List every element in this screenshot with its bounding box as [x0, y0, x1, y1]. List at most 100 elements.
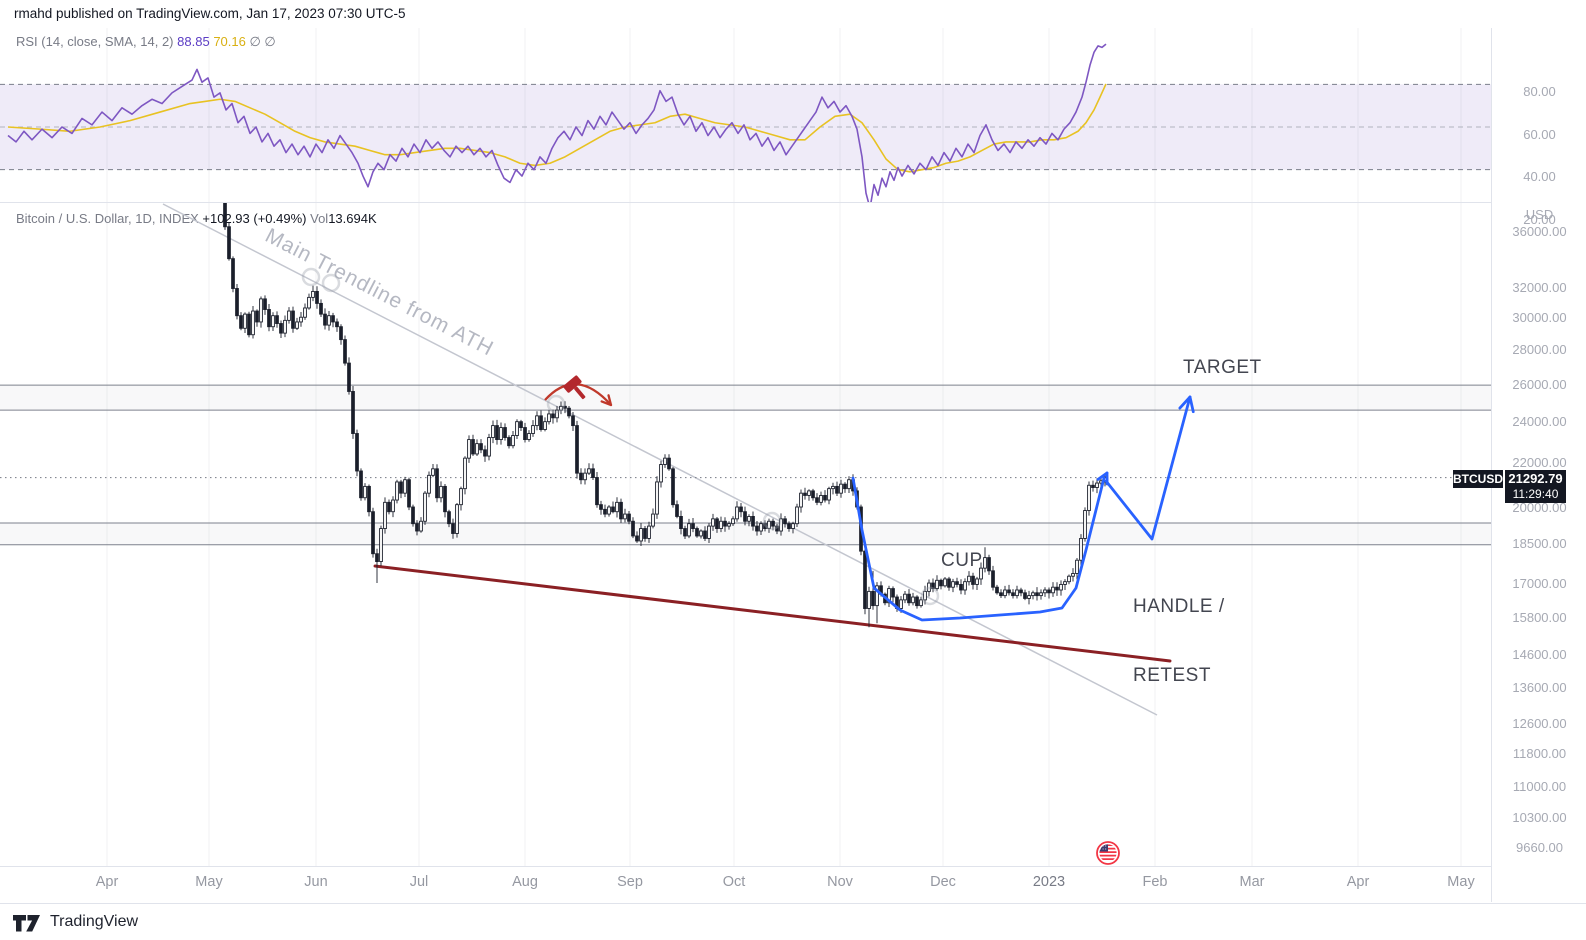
price-zone[interactable]: [0, 523, 1491, 545]
candle-body: [672, 469, 675, 505]
handle-annotation-line2: RETEST: [1133, 664, 1225, 687]
time-axis-label: Aug: [512, 874, 538, 890]
candle-body: [472, 440, 475, 454]
candle-body: [624, 514, 627, 519]
candle-body: [916, 597, 919, 606]
candle-body: [652, 514, 655, 526]
price-axis-tick: 13600.00: [1492, 680, 1586, 695]
support-trendline[interactable]: [375, 566, 1170, 661]
candle-body: [328, 316, 331, 325]
candle-body: [512, 436, 515, 446]
candle-body: [892, 589, 895, 597]
candle-body: [308, 297, 311, 308]
candle-body: [272, 316, 275, 327]
candle-body: [572, 416, 575, 426]
time-axis-label: Nov: [827, 874, 853, 890]
candle-body: [1084, 511, 1087, 539]
price-zone[interactable]: [0, 385, 1491, 410]
rsi-axis-tick: 60.00: [1492, 127, 1586, 142]
price-axis-tick: 17000.00: [1492, 576, 1586, 591]
candle-body: [716, 519, 719, 529]
candle-body: [412, 507, 415, 524]
candle-body: [260, 299, 263, 322]
candle-body: [724, 521, 727, 526]
candle-body: [484, 450, 487, 456]
candle-body: [1028, 596, 1031, 599]
price-chart-pane[interactable]: [0, 203, 1491, 866]
rsi-pane[interactable]: [0, 28, 1491, 203]
price-axis-tick: 30000.00: [1492, 310, 1586, 325]
candle-body: [460, 489, 463, 505]
candle-body: [1036, 593, 1039, 596]
candle-body: [288, 311, 291, 320]
tradingview-logo-icon[interactable]: [12, 910, 42, 934]
candle-body: [596, 478, 599, 505]
candle-body: [588, 469, 591, 473]
candle-body: [1004, 590, 1007, 596]
time-axis-label: Mar: [1240, 874, 1265, 890]
ath-trendline[interactable]: [163, 204, 1157, 715]
candle-body: [1024, 593, 1027, 599]
candle-body: [784, 519, 787, 524]
price-axis-tick: 11800.00: [1492, 746, 1586, 761]
price-axis-tick: 11000.00: [1492, 779, 1586, 794]
time-axis-separator: [0, 866, 1491, 867]
candle-body: [844, 484, 847, 488]
candle-body: [1068, 576, 1071, 581]
candle-body: [492, 426, 495, 438]
rsi-axis-tick: 40.00: [1492, 169, 1586, 184]
candle-body: [420, 521, 423, 531]
candle-body: [292, 311, 295, 328]
candle-body: [956, 582, 959, 585]
candle-body: [324, 314, 327, 325]
candle-body: [1076, 560, 1079, 573]
candle-body: [524, 428, 527, 440]
handle-target-drawing[interactable]: [1106, 397, 1190, 539]
candle-body: [1008, 590, 1011, 593]
candle-body: [508, 438, 511, 446]
candle-body: [976, 579, 979, 584]
candle-body: [1064, 582, 1067, 585]
candle-body: [816, 498, 819, 503]
candle-body: [972, 576, 975, 584]
candle-body: [1012, 593, 1015, 596]
target-annotation[interactable]: TARGET: [1183, 357, 1262, 379]
candle-body: [436, 469, 439, 498]
candle-body: [1000, 593, 1003, 596]
candle-body: [280, 324, 283, 334]
candle-body: [584, 473, 587, 480]
candle-body: [1056, 587, 1059, 590]
candle-body: [620, 502, 623, 519]
time-axis-label: Jun: [304, 874, 327, 890]
candle-body: [368, 486, 371, 511]
candle-body: [1060, 584, 1063, 590]
pane-separator[interactable]: [0, 202, 1491, 203]
candle-body: [1080, 538, 1083, 560]
candle-body: [352, 391, 355, 433]
cup-annotation[interactable]: CUP: [941, 550, 983, 572]
candle-body: [968, 576, 971, 581]
candle-body: [332, 316, 335, 322]
candle-body: [796, 507, 799, 524]
handle-retest-annotation[interactable]: HANDLE / RETEST: [1133, 549, 1225, 710]
candle-body: [576, 426, 579, 474]
handle-annotation-line1: HANDLE /: [1133, 595, 1225, 618]
candle-body: [372, 512, 375, 554]
candle-body: [248, 314, 251, 335]
candle-body: [320, 303, 323, 314]
candle-body: [580, 473, 583, 480]
candle-body: [224, 203, 227, 227]
candle-body: [864, 551, 867, 608]
candle-body: [500, 428, 503, 440]
tradingview-brand[interactable]: TradingView: [50, 913, 138, 931]
candle-body: [432, 469, 435, 476]
candle-body: [1088, 485, 1091, 510]
candle-body: [868, 591, 871, 608]
time-axis-label: Feb: [1143, 874, 1168, 890]
candle-body: [788, 524, 791, 529]
candle-body: [336, 322, 339, 327]
candle-body: [648, 526, 651, 538]
candle-body: [644, 529, 647, 539]
